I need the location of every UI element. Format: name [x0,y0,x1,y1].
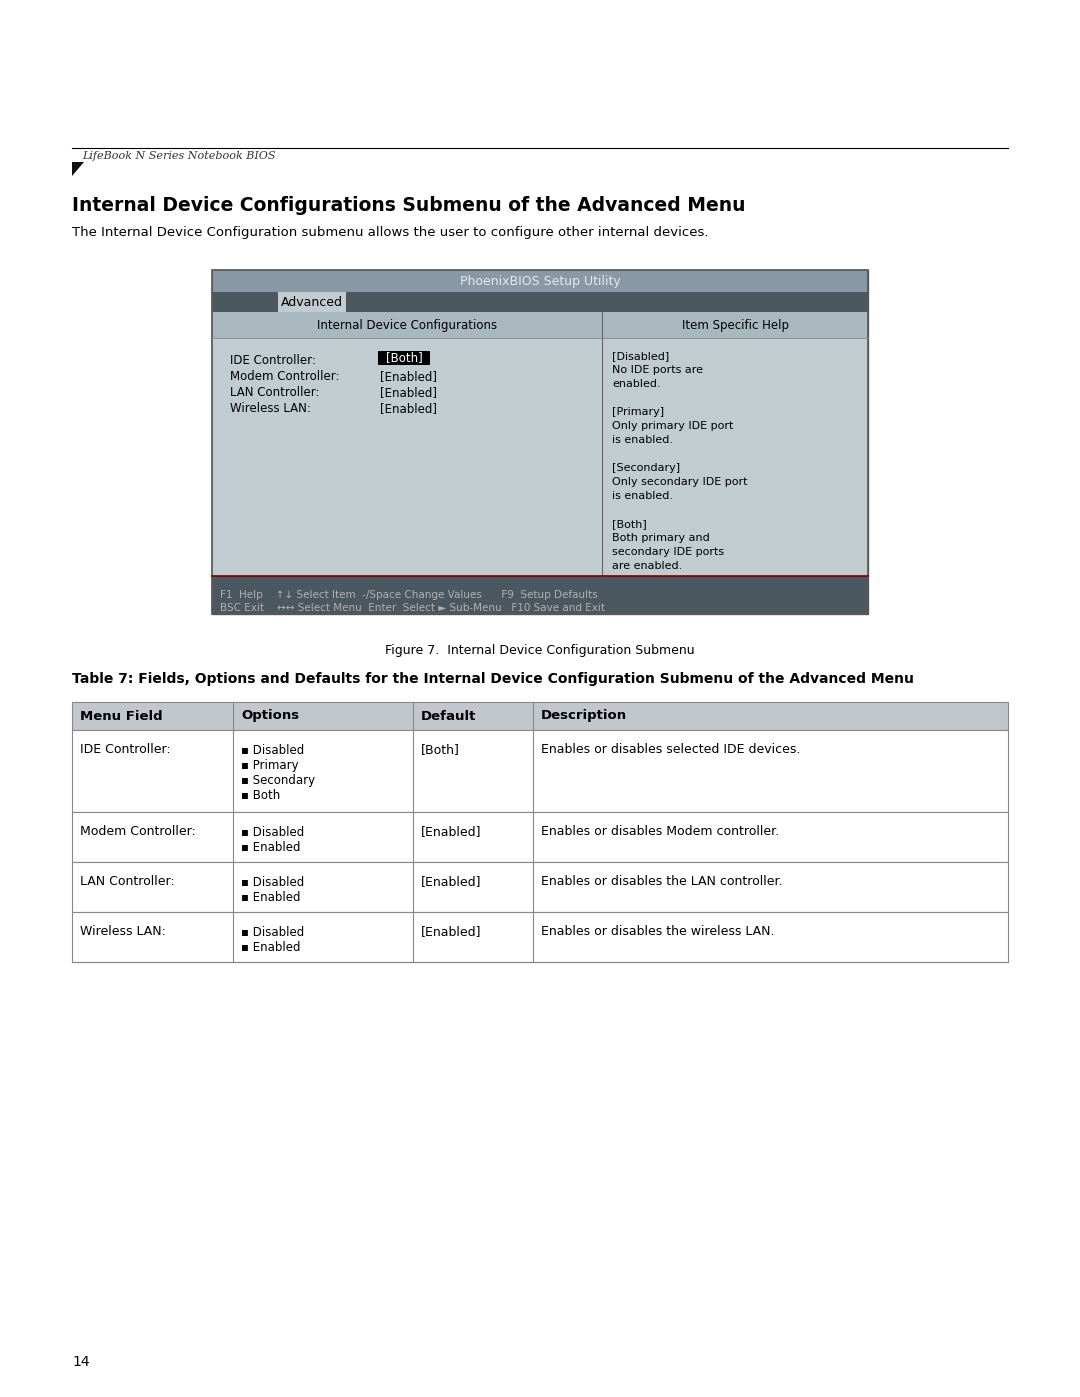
Text: [Both]: [Both] [612,520,647,529]
Text: [Enabled]: [Enabled] [380,370,437,383]
Text: Description: Description [540,710,626,722]
Text: LifeBook N Series Notebook BIOS: LifeBook N Series Notebook BIOS [82,151,275,161]
Text: ▪ Disabled: ▪ Disabled [241,926,305,939]
Text: ▪ Secondary: ▪ Secondary [241,774,315,787]
Text: Only secondary IDE port: Only secondary IDE port [612,476,747,488]
Bar [72,703,1008,731]
Text: are enabled.: are enabled. [612,562,683,571]
Text: [Both]: [Both] [421,743,460,756]
Text: BSC Exit    ↔↔ Select Menu  Enter  Select ► Sub-Menu   F10 Save and Exit: BSC Exit ↔↔ Select Menu Enter Select ► S… [220,604,605,613]
Text: [Enabled]: [Enabled] [421,875,482,888]
Text: Default: Default [421,710,476,722]
Text: Modem Controller:: Modem Controller: [80,826,195,838]
Text: [Enabled]: [Enabled] [380,386,437,400]
Bar [72,731,1008,812]
Text: Item Specific Help: Item Specific Help [681,319,788,331]
Text: [Secondary]: [Secondary] [612,462,680,474]
Bar [378,351,430,365]
Text: IDE Controller:: IDE Controller: [230,353,315,367]
Text: Table 7: Fields, Options and Defaults for the Internal Device Configuration Subm: Table 7: Fields, Options and Defaults fo… [72,672,914,686]
Text: [Disabled]: [Disabled] [612,351,670,360]
Text: 14: 14 [72,1355,90,1369]
Text: Wireless LAN:: Wireless LAN: [230,402,311,415]
Text: ▪ Disabled: ▪ Disabled [241,876,305,888]
Text: [Enabled]: [Enabled] [421,826,482,838]
Bar [72,862,1008,912]
Text: Options: Options [241,710,299,722]
Text: Enables or disables Modem controller.: Enables or disables Modem controller. [540,826,779,838]
Text: Advanced: Advanced [281,296,343,309]
Bar [212,312,868,338]
Text: secondary IDE ports: secondary IDE ports [612,548,725,557]
Text: ▪ Primary: ▪ Primary [241,759,298,773]
Text: ▪ Enabled: ▪ Enabled [241,891,300,904]
Text: LAN Controller:: LAN Controller: [230,386,320,400]
Text: Internal Device Configurations: Internal Device Configurations [318,319,497,331]
Text: Modem Controller:: Modem Controller: [230,370,339,383]
Text: Internal Device Configurations Submenu of the Advanced Menu: Internal Device Configurations Submenu o… [72,196,745,215]
Text: No IDE ports are: No IDE ports are [612,365,703,374]
Polygon shape [72,162,84,176]
Text: is enabled.: is enabled. [612,434,673,446]
Text: [Enabled]: [Enabled] [421,925,482,937]
Text: [Enabled]: [Enabled] [380,402,437,415]
Text: ▪ Both: ▪ Both [241,789,280,802]
Text: [Primary]: [Primary] [612,407,664,416]
Text: IDE Controller:: IDE Controller: [80,743,171,756]
Text: The Internal Device Configuration submenu allows the user to configure other int: The Internal Device Configuration submen… [72,226,708,239]
Text: Figure 7.  Internal Device Configuration Submenu: Figure 7. Internal Device Configuration … [386,644,694,657]
Text: is enabled.: is enabled. [612,490,673,502]
Bar [212,270,868,292]
Text: Enables or disables the LAN controller.: Enables or disables the LAN controller. [540,875,782,888]
Bar [212,576,868,615]
Text: ▪ Disabled: ▪ Disabled [241,745,305,757]
Text: PhoenixBIOS Setup Utility: PhoenixBIOS Setup Utility [460,274,620,288]
Bar [278,292,346,312]
Text: Menu Field: Menu Field [80,710,163,722]
Text: ▪ Enabled: ▪ Enabled [241,942,300,954]
Text: ▪ Disabled: ▪ Disabled [241,826,305,840]
Text: Both primary and: Both primary and [612,534,710,543]
Text: Only primary IDE port: Only primary IDE port [612,420,733,432]
Text: F1  Help    ↑↓ Select Item  -/Space Change Values      F9  Setup Defaults: F1 Help ↑↓ Select Item -/Space Change Va… [220,590,597,599]
Bar [72,912,1008,963]
Text: ▪ Enabled: ▪ Enabled [241,841,300,854]
Text: LAN Controller:: LAN Controller: [80,875,175,888]
Bar [212,270,868,615]
Bar [212,292,868,312]
Text: Enables or disables the wireless LAN.: Enables or disables the wireless LAN. [540,925,774,937]
Text: [Both]: [Both] [386,352,422,365]
Text: Wireless LAN:: Wireless LAN: [80,925,166,937]
Bar [72,812,1008,862]
Text: enabled.: enabled. [612,379,661,388]
Text: Enables or disables selected IDE devices.: Enables or disables selected IDE devices… [540,743,800,756]
Bar [212,270,868,615]
Bar [212,338,868,576]
